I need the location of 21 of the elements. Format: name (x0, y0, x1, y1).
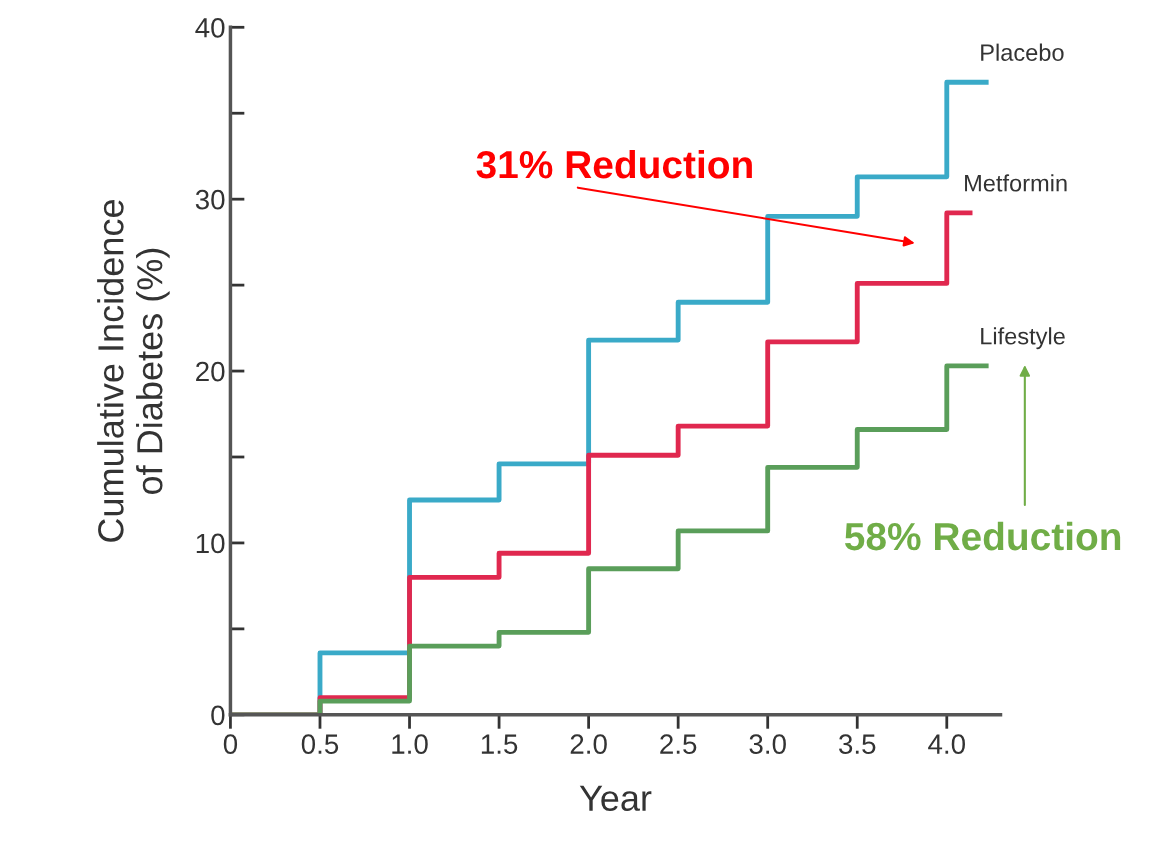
annotation: 31% Reduction (476, 149, 752, 179)
y-tick-label: 30 (195, 189, 225, 210)
series-label: Placebo (981, 43, 1064, 61)
y-tick-label: 10 (196, 533, 225, 554)
x-tick-label: 1.0 (392, 734, 428, 754)
x-tick-label: 3.5 (839, 734, 876, 754)
x-tick-label: 2.0 (570, 734, 607, 754)
y-tick-label: 40 (195, 17, 225, 38)
y-tick-label: 0 (211, 705, 225, 726)
x-tick-label: 2.5 (660, 734, 697, 754)
x-tick-label: 0.5 (301, 734, 339, 754)
x-axis-title: Year (579, 785, 652, 811)
x-tick-label: 3.0 (749, 734, 786, 754)
x-tick-label: 1.5 (481, 734, 518, 754)
x-tick-label: 4.0 (928, 734, 966, 754)
annotation: 58% Reduction (844, 521, 1121, 551)
y-tick-label: 20 (196, 361, 225, 382)
series-label: Lifestyle (981, 327, 1065, 350)
x-tick-label: 0 (223, 734, 238, 754)
y-axis-title: Cumulative Incidence of Diabetes (%) (97, 200, 170, 542)
series-label: Metformin (965, 174, 1067, 192)
